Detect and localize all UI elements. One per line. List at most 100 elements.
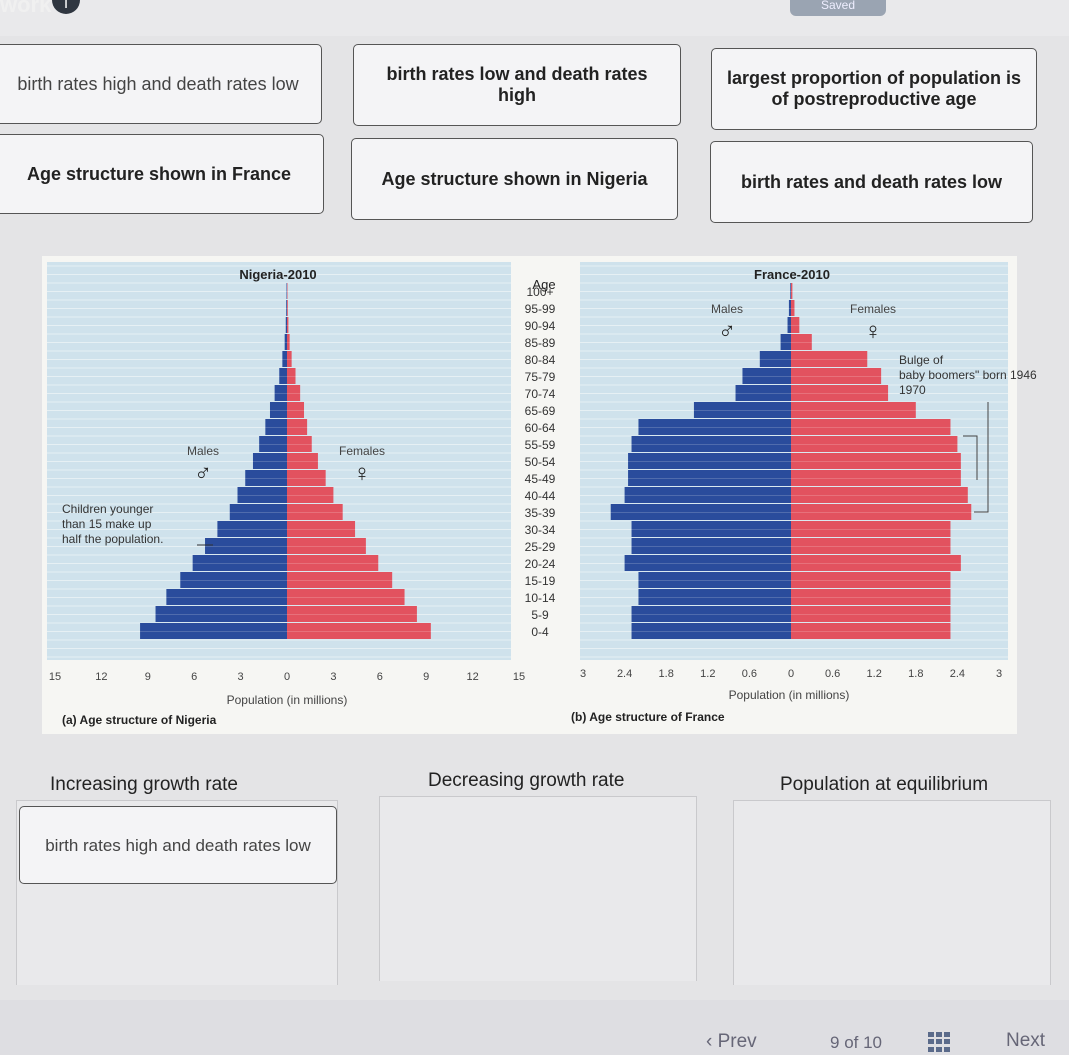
- age-group-label: 95-99: [525, 302, 556, 316]
- x-tick-label: 12: [466, 671, 478, 683]
- prev-button[interactable]: ‹ Prev: [706, 1031, 757, 1053]
- females-label: Females: [850, 302, 896, 316]
- male-bar: [631, 538, 791, 554]
- grid-icon[interactable]: [928, 1032, 950, 1052]
- next-button[interactable]: Next: [1006, 1030, 1046, 1051]
- female-bar: [791, 436, 958, 452]
- female-bar: [287, 419, 308, 435]
- x-tick-label: 9: [145, 671, 151, 683]
- male-bar: [631, 623, 791, 639]
- male-bar: [140, 623, 287, 639]
- page-indicator: 9 of 10: [830, 1033, 882, 1053]
- male-bar: [638, 419, 791, 435]
- female-bar: [287, 521, 356, 537]
- bin-title-equilibrium: Population at equilibrium: [780, 774, 989, 795]
- male-bar: [788, 300, 791, 316]
- drop-zone-decreasing[interactable]: [379, 796, 697, 981]
- male-bar: [265, 419, 287, 435]
- footer-bar: [0, 1000, 1069, 1055]
- info-icon[interactable]: i: [52, 0, 80, 14]
- male-bar: [624, 487, 791, 503]
- x-tick-label: 0: [788, 668, 794, 680]
- age-group-label: 20-24: [525, 557, 556, 571]
- x-tick-label: 0: [284, 671, 290, 683]
- male-bar: [180, 572, 287, 588]
- x-tick-label: 3: [238, 671, 244, 683]
- male-symbol-icon: ♂: [718, 318, 736, 345]
- drop-zone-equilibrium[interactable]: [733, 800, 1051, 985]
- x-tick-label: 1.8: [659, 668, 674, 680]
- male-bar: [285, 317, 287, 333]
- bin-title-decreasing: Decreasing growth rate: [428, 770, 625, 791]
- answer-card[interactable]: birth rates low and death rates high: [353, 44, 681, 126]
- female-bar: [287, 606, 417, 622]
- female-bar: [287, 453, 318, 469]
- france-x-axis-label: Population (in millions): [729, 688, 850, 702]
- female-bar: [287, 589, 405, 605]
- female-symbol-icon: ♀: [864, 318, 882, 345]
- age-group-label: 85-89: [525, 336, 556, 350]
- female-bar: [791, 453, 961, 469]
- female-bar: [791, 504, 972, 520]
- male-symbol-icon: ♂: [194, 460, 212, 487]
- answer-card[interactable]: birth rates and death rates low: [710, 141, 1033, 223]
- male-bar: [237, 487, 287, 503]
- logo-text: work: [0, 0, 52, 17]
- age-axis: 100+ 95-99 90-94 85-89 80-84 75-79 70-74 65-69 6…: [525, 285, 556, 639]
- male-bar: [790, 283, 791, 299]
- age-group-label: 70-74: [525, 387, 556, 401]
- female-bar: [287, 623, 431, 639]
- answer-card[interactable]: birth rates high and death rates low: [0, 44, 322, 124]
- male-bar: [205, 538, 287, 554]
- male-bar: [252, 453, 287, 469]
- answer-card[interactable]: Age structure shown in Nigeria: [351, 138, 678, 220]
- age-group-label: 100+: [526, 285, 553, 299]
- female-bar: [287, 538, 366, 554]
- male-bar: [610, 504, 791, 520]
- age-group-label: 80-84: [525, 353, 556, 367]
- page-total: of 10: [844, 1033, 883, 1052]
- placed-answer-card[interactable]: birth rates high and death rates low: [19, 806, 337, 884]
- female-bar: [791, 334, 812, 350]
- age-group-label: 60-64: [525, 421, 556, 435]
- female-bar: [791, 538, 951, 554]
- answer-card[interactable]: Age structure shown in France: [0, 134, 324, 214]
- male-bar: [638, 572, 791, 588]
- saved-button[interactable]: Saved: [790, 0, 886, 16]
- chevron-left-icon: ‹: [706, 1031, 713, 1052]
- female-bar: [287, 385, 301, 401]
- male-bar: [735, 385, 791, 401]
- male-bar: [229, 504, 287, 520]
- males-label: Males: [711, 302, 743, 316]
- age-group-label: 50-54: [525, 455, 556, 469]
- age-group-label: 65-69: [525, 404, 556, 418]
- female-bar: [791, 487, 968, 503]
- female-bar: [791, 521, 951, 537]
- male-bar: [693, 402, 791, 418]
- male-bar: [628, 453, 791, 469]
- age-group-label: 15-19: [525, 574, 556, 588]
- female-bar: [791, 283, 793, 299]
- male-bar: [742, 368, 791, 384]
- drop-zone-increasing[interactable]: birth rates high and death rates low: [16, 800, 338, 985]
- answer-card[interactable]: largest proportion of population is of p…: [711, 48, 1037, 130]
- x-tick-label: 0.6: [825, 668, 840, 680]
- x-tick-label: 2.4: [950, 668, 965, 680]
- male-bar: [631, 606, 791, 622]
- current-page: 9: [830, 1033, 840, 1052]
- male-bar: [279, 368, 287, 384]
- x-tick-label: 1.2: [700, 668, 715, 680]
- female-bar: [791, 351, 868, 367]
- male-bar: [282, 351, 287, 367]
- male-bar: [192, 555, 287, 571]
- female-bar: [791, 470, 961, 486]
- female-bar: [287, 402, 305, 418]
- male-bar: [631, 436, 791, 452]
- children-annotation: Children younger than 15 make up half the …: [62, 502, 163, 546]
- age-axis-header: Age: [532, 277, 555, 292]
- male-bar: [274, 385, 287, 401]
- males-label: Males: [187, 444, 219, 458]
- male-bar: [780, 334, 791, 350]
- male-bar: [284, 334, 287, 350]
- baby-boomers-annotation: Bulge of baby boomers" born 1946 1970: [899, 353, 1037, 397]
